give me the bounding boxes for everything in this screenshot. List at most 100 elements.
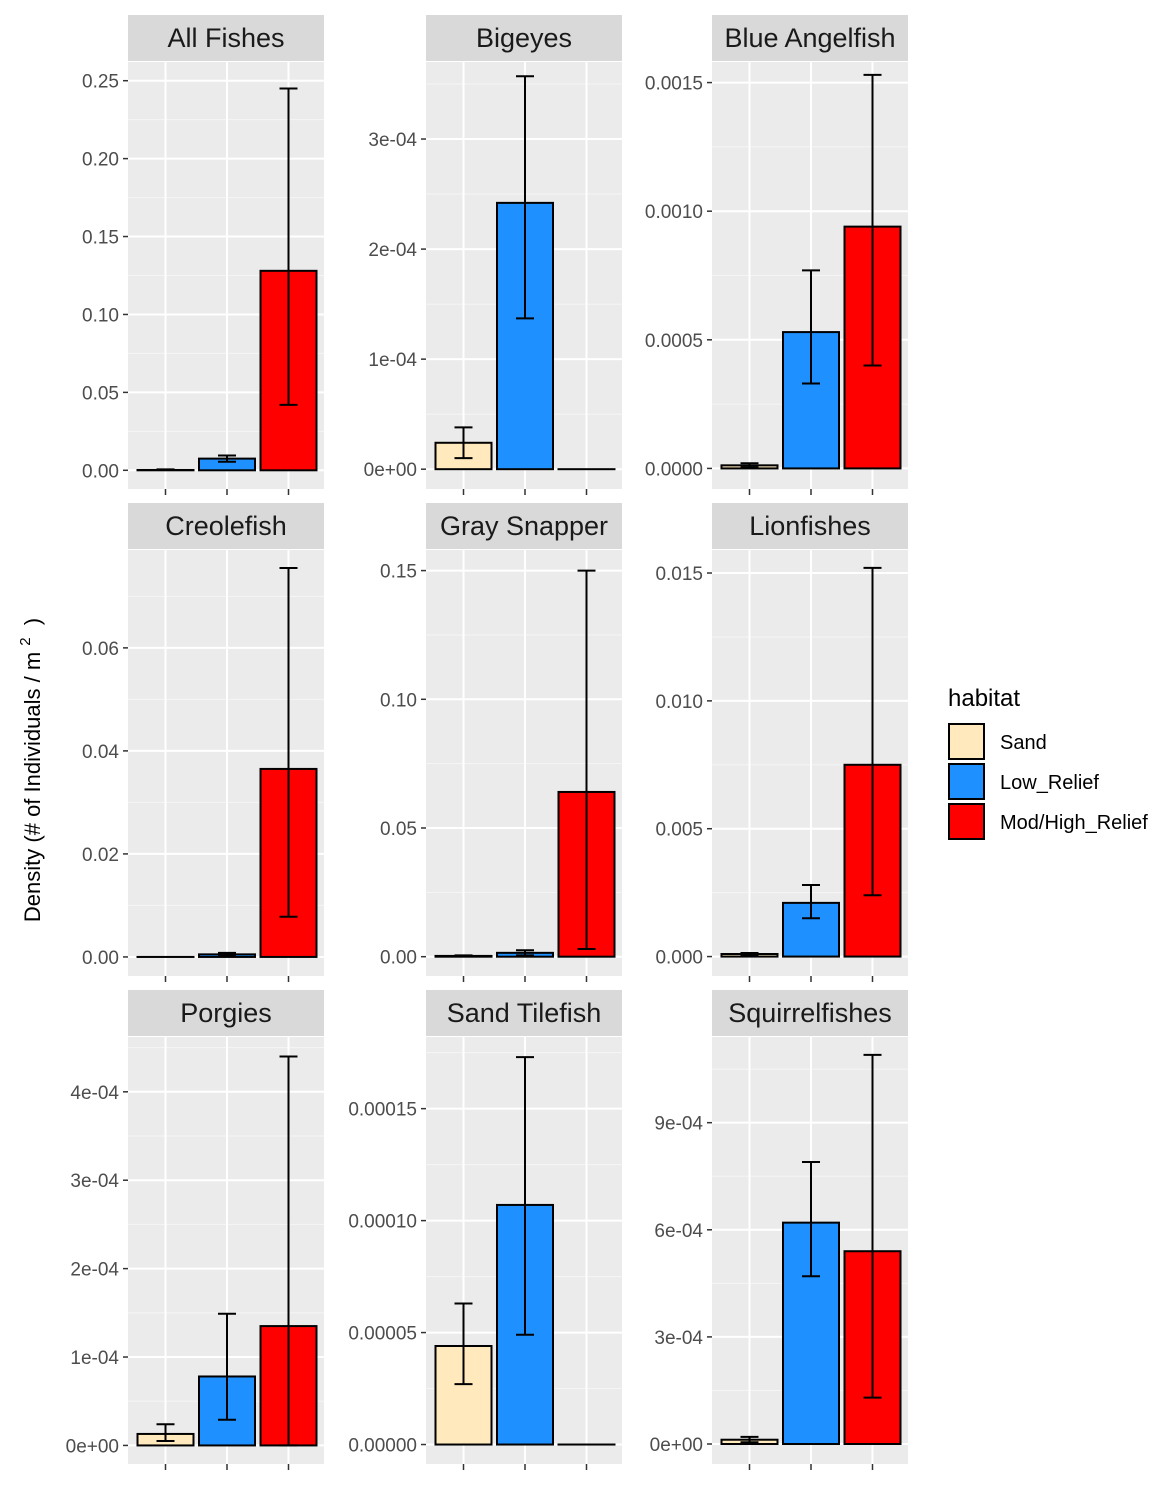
panels-layer: All Fishes 0.00 0.05 0.10 0.15 0.20 0.25 Bigeye…	[66, 15, 908, 1470]
legend-entries: Sand Low_Relief Mod/High_Relief	[948, 723, 1148, 840]
error-bar-low-relief	[516, 949, 534, 957]
error-bar-low-relief	[802, 269, 820, 385]
panel-all-fishes: All Fishes 0.00 0.05 0.10 0.15 0.20 0.25	[82, 15, 324, 495]
y-tick-label: 0e+00	[66, 1436, 119, 1457]
panel-title: Squirrelfishes	[728, 998, 892, 1028]
y-tick-label: 0.015	[655, 564, 703, 585]
y-axis-label-close: )	[20, 618, 45, 625]
y-tick-label: 3e-04	[368, 130, 417, 151]
y-tick-label: 1e-04	[368, 350, 417, 371]
panel-title: Sand Tilefish	[447, 998, 602, 1028]
error-bar-low-relief	[802, 1160, 820, 1278]
y-tick-label: 0e+00	[364, 460, 417, 481]
y-tick-label: 2e-04	[70, 1260, 119, 1281]
y-tick-label: 3e-04	[70, 1171, 119, 1192]
y-tick-label: 0.05	[82, 383, 119, 404]
error-bar-mod-high-relief	[279, 567, 298, 918]
legend-title: habitat	[948, 685, 1020, 712]
y-tick-label: 9e-04	[654, 1114, 703, 1135]
y-tick-label: 0.02	[82, 845, 119, 866]
error-bar-mod-high-relief	[577, 569, 596, 950]
y-tick-label: 0.005	[655, 820, 703, 841]
panel-strip	[712, 503, 908, 549]
y-axis-label-superscript: 2	[17, 637, 34, 645]
legend-swatch	[948, 803, 985, 840]
panel-strip	[426, 15, 622, 61]
y-tick-label: 0.0010	[645, 202, 703, 223]
y-tick-label: 0.20	[82, 150, 119, 171]
panel-title: All Fishes	[167, 23, 284, 53]
legend-entry-sand: Sand	[948, 723, 1047, 760]
error-bar-mod-high-relief	[863, 73, 882, 367]
panel-strip	[128, 503, 324, 549]
y-tick-label: 0.00005	[348, 1324, 417, 1345]
panel-title: Creolefish	[165, 511, 287, 541]
error-bar-low-relief	[218, 1312, 236, 1421]
legend-label: Mod/High_Relief	[1000, 812, 1148, 834]
y-tick-label: 0.05	[380, 819, 417, 840]
error-bar-mod-high-relief	[863, 1053, 882, 1399]
y-tick-label: 0.0005	[645, 331, 703, 352]
error-bar-low-relief	[516, 75, 534, 320]
legend-entry-mod-high-relief: Mod/High_Relief	[948, 803, 1148, 840]
y-tick-label: 0.10	[82, 305, 119, 326]
panel-porgies: Porgies 0e+00 1e-04 2e-04 3e-04 4e-04	[66, 990, 324, 1470]
y-tick-label: 3e-04	[654, 1328, 703, 1349]
error-bar-low-relief	[218, 454, 236, 463]
legend-label: Sand	[1000, 732, 1047, 754]
panel-blue-angelfish: Blue Angelfish 0.0000 0.0005 0.0010 0.0015	[645, 15, 908, 495]
y-axis-label: Density (# of Individuals / m 2 )	[10, 618, 45, 922]
panel-lionfishes: Lionfishes 0.000 0.005 0.010 0.015	[655, 503, 908, 982]
y-tick-label: 4e-04	[70, 1083, 119, 1104]
y-tick-label: 0.010	[655, 692, 703, 713]
panel-squirrelfishes: Squirrelfishes 0e+00 3e-04 6e-04 9e-04	[650, 990, 908, 1470]
error-bar-sand	[454, 1302, 473, 1386]
y-tick-label: 2e-04	[368, 240, 417, 261]
y-tick-label: 0.00	[82, 948, 119, 969]
y-tick-label: 0e+00	[650, 1435, 703, 1456]
panel-strip	[426, 503, 622, 549]
panel-gray-snapper: Gray Snapper 0.00 0.05 0.10 0.15	[380, 503, 622, 982]
error-bar-sand	[740, 462, 759, 469]
y-tick-label: 0.00000	[348, 1436, 417, 1457]
panel-title: Bigeyes	[476, 23, 572, 53]
error-bar-low-relief	[516, 1056, 534, 1336]
y-tick-label: 0.25	[82, 72, 119, 93]
error-bar-low-relief	[802, 883, 820, 920]
error-bar-low-relief	[218, 951, 236, 957]
panel-title: Lionfishes	[749, 511, 871, 541]
panel-title: Blue Angelfish	[724, 23, 895, 53]
y-tick-label: 1e-04	[70, 1348, 119, 1369]
error-bar-sand	[454, 426, 473, 460]
y-tick-label: 0.10	[380, 690, 417, 711]
error-bar-mod-high-relief	[863, 566, 882, 897]
panel-bigeyes: Bigeyes 0e+00 1e-04 2e-04 3e-04	[364, 15, 622, 495]
panel-strip	[128, 990, 324, 1036]
panel-sand-tilefish: Sand Tilefish 0.00000 0.00005 0.00010 0.0001…	[348, 990, 622, 1470]
error-bar-mod-high-relief	[279, 1055, 298, 1447]
bar-low-relief	[782, 1221, 840, 1446]
y-tick-label: 0.000	[655, 948, 703, 969]
error-bar-mod-high-relief	[279, 87, 298, 406]
y-tick-label: 0.15	[380, 562, 417, 583]
y-tick-label: 0.15	[82, 228, 119, 249]
legend-label: Low_Relief	[1000, 772, 1099, 794]
y-axis-label-main: Density (# of Individuals / m	[20, 652, 45, 922]
panel-strip	[128, 15, 324, 61]
legend-swatch	[948, 723, 985, 760]
error-bar-sand	[740, 951, 759, 957]
panel-creolefish: Creolefish 0.00 0.02 0.04 0.06	[82, 503, 324, 982]
panel-strip	[426, 990, 622, 1036]
panel-title: Porgies	[180, 998, 272, 1028]
legend-entry-low-relief: Low_Relief	[948, 763, 1099, 800]
y-tick-label: 0.0015	[645, 74, 703, 95]
y-tick-label: 0.04	[82, 742, 119, 763]
y-tick-label: 6e-04	[654, 1221, 703, 1242]
error-bar-sand	[156, 1423, 175, 1443]
panel-strip	[712, 990, 908, 1036]
y-tick-label: 0.00015	[348, 1100, 417, 1121]
y-tick-label: 0.0000	[645, 459, 703, 480]
error-bar-sand	[454, 954, 473, 958]
y-tick-label: 0.00	[380, 948, 417, 969]
